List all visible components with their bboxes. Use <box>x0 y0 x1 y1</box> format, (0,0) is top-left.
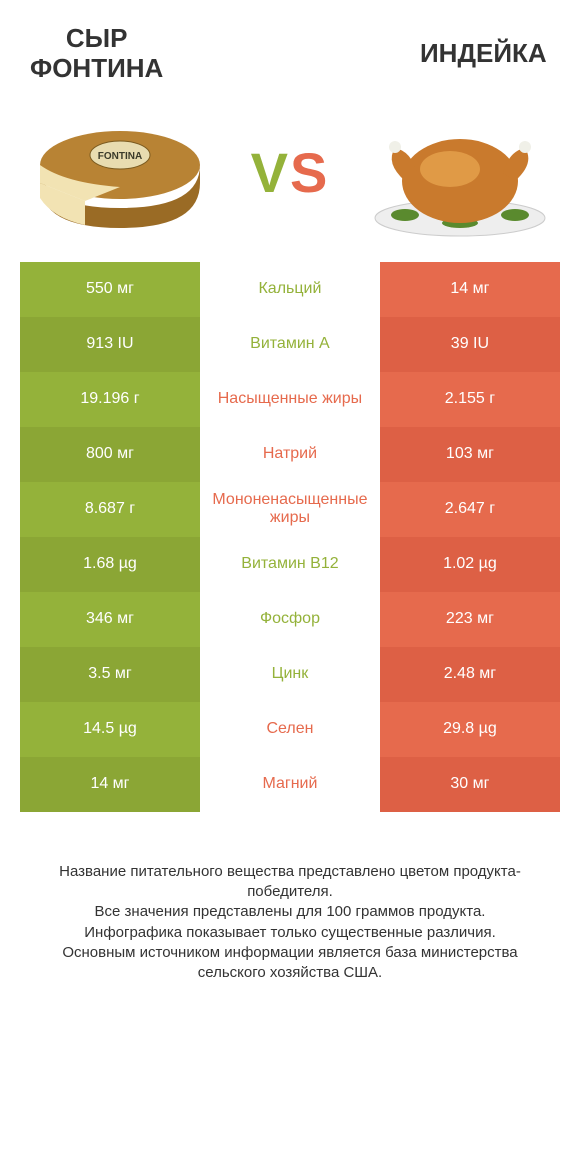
nutrient-table: 550 мгКальций14 мг913 IUВитамин A39 IU19… <box>20 262 560 812</box>
vs-label: VS <box>251 140 330 205</box>
footer-line-4: Основным источником информации является … <box>30 943 550 984</box>
nutrient-label: Витамин B12 <box>200 537 380 592</box>
right-title-col: Индейка <box>387 39 580 69</box>
right-value: 30 мг <box>380 757 560 812</box>
left-title-col: Сыр Фонтина <box>0 24 193 84</box>
nutrient-label: Цинк <box>200 647 380 702</box>
table-row: 8.687 гМононенасыщенные жиры2.647 г <box>20 482 560 537</box>
left-value: 800 мг <box>20 427 200 482</box>
right-value: 1.02 µg <box>380 537 560 592</box>
right-value: 2.155 г <box>380 372 560 427</box>
left-value: 3.5 мг <box>20 647 200 702</box>
nutrient-label: Кальций <box>200 262 380 317</box>
footer-line-3: Инфографика показывает только существенн… <box>30 923 550 943</box>
left-value: 14.5 µg <box>20 702 200 757</box>
right-food-title: Индейка <box>387 39 580 69</box>
left-value: 8.687 г <box>20 482 200 537</box>
nutrient-label: Насыщенные жиры <box>200 372 380 427</box>
table-row: 550 мгКальций14 мг <box>20 262 560 317</box>
vs-letter-v: V <box>251 141 290 204</box>
right-value: 223 мг <box>380 592 560 647</box>
cheese-image: FONTINA <box>20 98 220 248</box>
left-value: 913 IU <box>20 317 200 372</box>
right-value: 14 мг <box>380 262 560 317</box>
footer-line-2: Все значения представлены для 100 граммо… <box>30 902 550 922</box>
footer-line-1: Название питательного вещества представл… <box>30 862 550 903</box>
footer-notes: Название питательного вещества представл… <box>30 862 550 984</box>
turkey-image <box>360 98 560 248</box>
table-row: 14 мгМагний30 мг <box>20 757 560 812</box>
nutrient-label: Фосфор <box>200 592 380 647</box>
table-row: 346 мгФосфор223 мг <box>20 592 560 647</box>
nutrient-label: Мононенасыщенные жиры <box>200 482 380 537</box>
table-row: 1.68 µgВитамин B121.02 µg <box>20 537 560 592</box>
left-value: 550 мг <box>20 262 200 317</box>
right-value: 39 IU <box>380 317 560 372</box>
vs-letter-s: S <box>290 141 329 204</box>
right-value: 2.647 г <box>380 482 560 537</box>
header: Сыр Фонтина Индейка <box>0 0 580 98</box>
image-row: FONTINA VS <box>0 98 580 262</box>
nutrient-label: Магний <box>200 757 380 812</box>
nutrient-label: Натрий <box>200 427 380 482</box>
svg-text:FONTINA: FONTINA <box>98 151 142 162</box>
left-food-title: Сыр Фонтина <box>0 24 193 84</box>
nutrient-label: Витамин A <box>200 317 380 372</box>
left-value: 1.68 µg <box>20 537 200 592</box>
turkey-icon <box>365 103 555 243</box>
table-row: 19.196 гНасыщенные жиры2.155 г <box>20 372 560 427</box>
right-value: 29.8 µg <box>380 702 560 757</box>
cheese-icon: FONTINA <box>25 103 215 243</box>
nutrient-label: Селен <box>200 702 380 757</box>
left-value: 19.196 г <box>20 372 200 427</box>
table-row: 800 мгНатрий103 мг <box>20 427 560 482</box>
right-value: 2.48 мг <box>380 647 560 702</box>
table-row: 913 IUВитамин A39 IU <box>20 317 560 372</box>
table-row: 14.5 µgСелен29.8 µg <box>20 702 560 757</box>
left-value: 14 мг <box>20 757 200 812</box>
left-value: 346 мг <box>20 592 200 647</box>
table-row: 3.5 мгЦинк2.48 мг <box>20 647 560 702</box>
right-value: 103 мг <box>380 427 560 482</box>
